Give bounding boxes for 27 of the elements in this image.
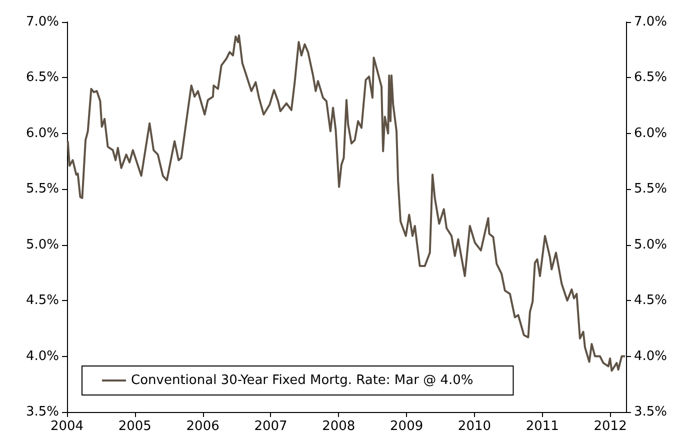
- y-tick-label: 7.0%: [26, 14, 59, 30]
- x-tick-label: 2005: [118, 419, 152, 434]
- x-tick-label: 2010: [458, 419, 492, 434]
- y-tick-label: 6.5%: [26, 70, 59, 86]
- x-tick-label: 2011: [526, 419, 559, 434]
- legend-label: Conventional 30-Year Fixed Mortg. Rate: Mar @ 4.0%: [131, 373, 474, 388]
- y-tick-label: 3.5%: [26, 404, 59, 420]
- y-tick-label: 4.5%: [26, 293, 59, 308]
- y2-tick-label: 7.0%: [634, 14, 668, 30]
- x-tick-label: 2004: [50, 419, 84, 434]
- x-tick-label: 2012: [594, 419, 627, 434]
- y-tick-label: 5.0%: [26, 237, 59, 252]
- y2-tick-label: 6.5%: [634, 70, 668, 86]
- y-tick-label: 5.5%: [26, 182, 59, 197]
- x-tick-label: 2007: [254, 419, 288, 434]
- y2-tick-label: 6.0%: [634, 126, 668, 141]
- y2-tick-label: 4.5%: [634, 293, 668, 308]
- y2-tick-label: 5.5%: [634, 182, 668, 197]
- x-tick-label: 2008: [322, 419, 356, 434]
- y-tick-label: 4.0%: [26, 348, 59, 364]
- y2-tick-label: 5.0%: [634, 237, 668, 252]
- line-series: [66, 34, 626, 372]
- y2-tick-label: 4.0%: [634, 348, 668, 364]
- y-tick-label: 6.0%: [26, 126, 59, 141]
- x-tick-label: 2009: [390, 419, 424, 434]
- y2-tick-label: 3.5%: [634, 404, 668, 420]
- x-tick-label: 2006: [186, 419, 220, 434]
